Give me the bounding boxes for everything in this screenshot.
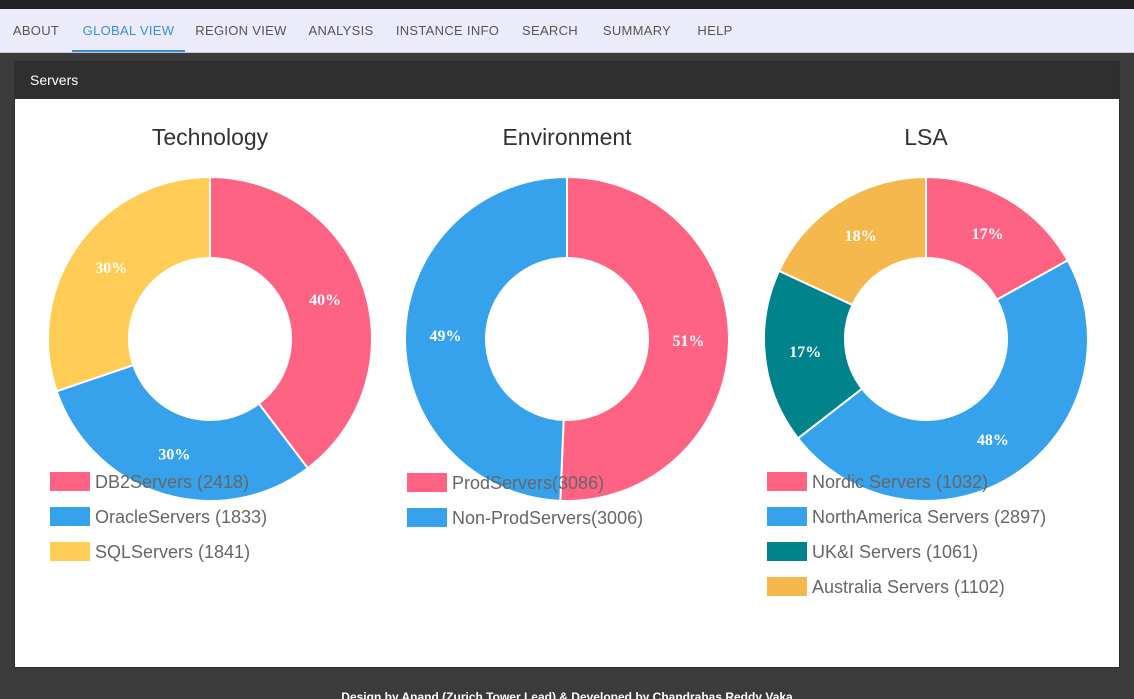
environment-donut: 51% 49% bbox=[404, 175, 730, 502]
slice-australia-servers[interactable] bbox=[777, 175, 927, 307]
legend-label: UK&I Servers (1061) bbox=[812, 542, 979, 562]
chart-title-environment: Environment bbox=[502, 124, 632, 150]
slice-uk-i-servers[interactable] bbox=[763, 269, 864, 440]
slice-label-db2servers: 40% bbox=[309, 292, 341, 309]
legend-swatch bbox=[50, 472, 90, 491]
slice-nordic-servers[interactable] bbox=[925, 175, 1070, 302]
legend-swatch bbox=[767, 507, 807, 526]
slice-label-prodservers: 51% bbox=[672, 333, 704, 350]
technology-donut: 40% 30% 30% bbox=[47, 175, 373, 502]
legend-label: Non-ProdServers(3006) bbox=[452, 508, 644, 528]
window-top-strip bbox=[0, 0, 1134, 9]
footer-credits: Design by Anand (Zurich Tower Lead) & De… bbox=[0, 680, 1134, 699]
tab-help[interactable]: HELP bbox=[697, 23, 733, 38]
servers-panel: Servers Technology 40% 30% 30% DB2Servers … bbox=[14, 61, 1120, 668]
legend-swatch bbox=[50, 542, 90, 561]
legend-label: ProdServers(3086) bbox=[452, 473, 605, 493]
slice-label-non-prodservers: 49% bbox=[430, 328, 462, 345]
slice-label-nordic-servers: 17% bbox=[972, 226, 1004, 243]
slice-sqlservers[interactable] bbox=[47, 175, 211, 393]
slice-oracleservers[interactable] bbox=[55, 363, 310, 502]
slice-prodservers[interactable] bbox=[559, 175, 730, 502]
chart-title-lsa: LSA bbox=[904, 124, 948, 150]
panel-title: Servers bbox=[15, 62, 1119, 99]
top-nav-bar: ABOUT GLOBAL VIEW REGION VIEW ANALYSIS I… bbox=[0, 9, 1134, 53]
slice-label-northamerica-servers: 48% bbox=[977, 432, 1009, 449]
legend-swatch bbox=[50, 507, 90, 526]
lsa-chart: LSA 17% 48% 17% 18% Nordic Servers (1032) No… bbox=[763, 99, 1089, 659]
tab-about[interactable]: ABOUT bbox=[12, 23, 60, 38]
tab-search[interactable]: SEARCH bbox=[522, 23, 578, 38]
technology-chart: Technology 40% 30% 30% DB2Servers (2418) Or… bbox=[47, 99, 373, 659]
slice-label-sqlservers: 30% bbox=[95, 260, 127, 277]
legend-label: Australia Servers (1102) bbox=[812, 577, 1005, 597]
legend-label: NorthAmerica Servers (2897) bbox=[812, 507, 1047, 527]
legend-label: OracleServers (1833) bbox=[95, 507, 268, 527]
environment-chart: Environment 51% 49% ProdServers(3086) Non-… bbox=[404, 99, 730, 659]
legend-label: SQLServers (1841) bbox=[95, 542, 251, 562]
slice-non-prodservers[interactable] bbox=[404, 175, 568, 502]
slice-northamerica-servers[interactable] bbox=[796, 259, 1089, 503]
legend-swatch bbox=[407, 508, 447, 527]
tab-region-view[interactable]: REGION VIEW bbox=[195, 23, 287, 38]
legend-label: DB2Servers (2418) bbox=[95, 472, 250, 492]
slice-label-uk-i-servers: 17% bbox=[789, 344, 821, 361]
tab-global-view[interactable]: GLOBAL VIEW bbox=[72, 9, 185, 52]
slice-label-australia-servers: 18% bbox=[845, 228, 877, 245]
lsa-donut: 17% 48% 17% 18% bbox=[763, 175, 1089, 503]
slice-label-oracleservers: 30% bbox=[158, 447, 190, 464]
legend-swatch bbox=[767, 542, 807, 561]
slice-db2servers[interactable] bbox=[209, 175, 373, 470]
chart-title-technology: Technology bbox=[151, 124, 269, 150]
legend-swatch bbox=[767, 577, 807, 596]
tab-analysis[interactable]: ANALYSIS bbox=[308, 23, 374, 38]
tab-instance-info[interactable]: INSTANCE INFO bbox=[395, 23, 500, 38]
tab-summary[interactable]: SUMMARY bbox=[602, 23, 672, 38]
legend-label: Nordic Servers (1032) bbox=[812, 472, 989, 492]
legend-swatch bbox=[407, 473, 447, 492]
legend-swatch bbox=[767, 472, 807, 491]
